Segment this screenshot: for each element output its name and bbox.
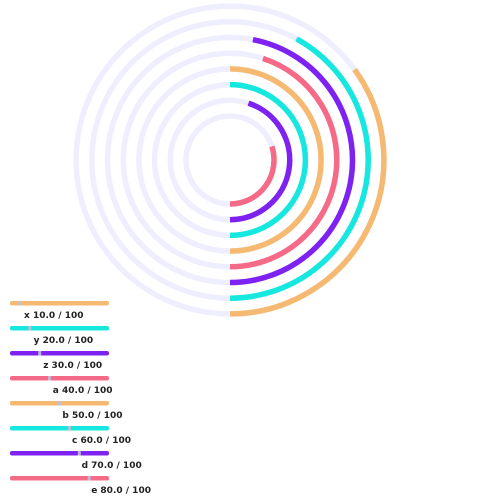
value-bar-d: d 70.0 / 100 (10, 451, 142, 471)
value-label-d: d 70.0 / 100 (82, 461, 142, 471)
value-label-c: c 60.0 / 100 (72, 436, 131, 446)
ring-arc-y (229, 36, 371, 301)
value-bar-y: y 20.0 / 100 (10, 326, 109, 346)
value-label-a: a 40.0 / 100 (53, 386, 113, 396)
bar-track-a (10, 376, 109, 381)
bar-marker-d (77, 451, 81, 456)
bar-track-e (10, 476, 109, 481)
bar-track-y (10, 326, 109, 331)
value-label-z: z 30.0 / 100 (43, 361, 102, 371)
bar-track-c (10, 426, 109, 431)
bar-marker-a (48, 376, 52, 381)
ring-arc-z (229, 100, 293, 223)
bar-marker-c (67, 426, 71, 431)
value-bar-z: z 30.0 / 100 (10, 351, 109, 371)
value-bar-c: c 60.0 / 100 (10, 426, 131, 446)
value-label-x: x 10.0 / 100 (24, 311, 83, 321)
bar-track-d (10, 451, 109, 456)
bar-marker-x (18, 301, 22, 306)
bar-marker-e (87, 476, 91, 481)
ring-arc-a (229, 145, 277, 207)
value-bar-x: x 10.0 / 100 (10, 301, 109, 321)
ring-arc-d (229, 36, 356, 286)
value-bar-a: a 40.0 / 100 (10, 376, 113, 396)
value-label-y: y 20.0 / 100 (34, 336, 94, 346)
ring-arc-c (229, 81, 309, 239)
ring-arc-e (229, 55, 340, 270)
ring-arcs (229, 36, 387, 317)
ring-arc-b (229, 67, 387, 317)
value-bar-e: e 80.0 / 100 (10, 476, 151, 496)
ring-arc-x (229, 66, 324, 254)
value-bar-b: b 50.0 / 100 (10, 401, 123, 421)
value-bars: x 10.0 / 100 y 20.0 / 100 z 30.0 / 100 a 40… (10, 301, 151, 496)
bar-marker-y (28, 326, 32, 331)
bar-track-z (10, 351, 109, 356)
bar-marker-b (58, 401, 61, 406)
value-label-e: e 80.0 / 100 (91, 486, 151, 496)
value-label-b: b 50.0 / 100 (62, 411, 122, 421)
bar-marker-z (38, 351, 42, 356)
bar-track-x (10, 301, 109, 306)
